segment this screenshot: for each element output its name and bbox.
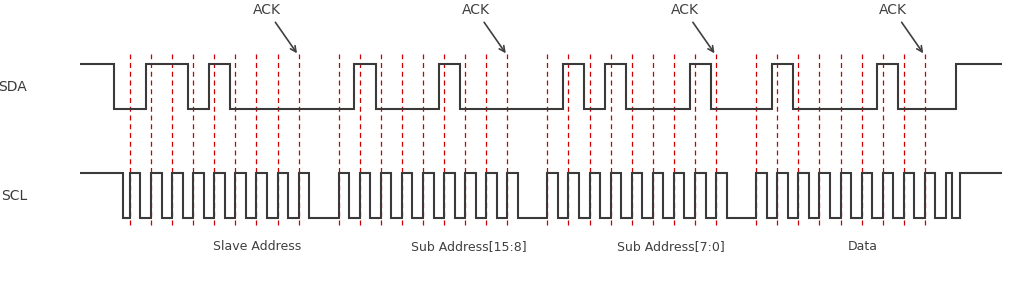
Text: Sub Address[7:0]: Sub Address[7:0] xyxy=(617,240,724,253)
Text: SDA: SDA xyxy=(0,79,27,94)
Text: ACK: ACK xyxy=(461,3,505,52)
Text: SCL: SCL xyxy=(1,188,27,203)
Text: ACK: ACK xyxy=(879,3,922,52)
Text: Sub Address[15:8]: Sub Address[15:8] xyxy=(411,240,526,253)
Text: Slave Address: Slave Address xyxy=(214,240,302,253)
Text: ACK: ACK xyxy=(252,3,296,52)
Text: ACK: ACK xyxy=(670,3,714,52)
Text: Data: Data xyxy=(848,240,877,253)
